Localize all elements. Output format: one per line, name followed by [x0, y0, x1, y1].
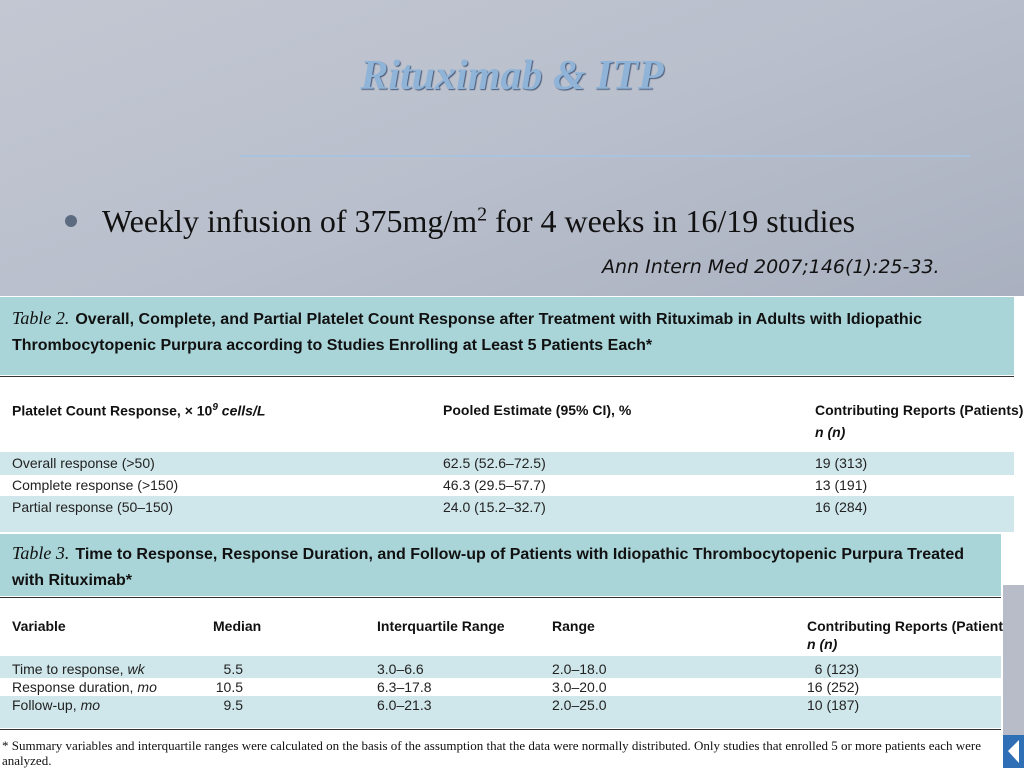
nav-arrow[interactable] [1003, 735, 1024, 768]
rule [0, 729, 1001, 730]
header-unit: cells/L [221, 402, 266, 419]
caption-text: Overall, Complete, and Partial Platelet … [12, 311, 923, 354]
row-label: Time to response, [12, 661, 124, 677]
table-cell: 9.5 [223, 697, 243, 713]
unit: mo [137, 679, 157, 695]
table-cell: Complete response (>150) [12, 477, 179, 493]
table-cell: Response duration, mo [12, 679, 157, 695]
column-header: n (n) [807, 636, 838, 652]
table-cell: 46.3 (29.5–57.7) [443, 477, 546, 493]
table-cell: Time to response, wk [12, 661, 145, 677]
bullet-text-part: Weekly infusion of 375mg/m [102, 203, 478, 239]
table-cell: 62.5 (52.6–72.5) [443, 455, 546, 471]
table-cell: 5.5 [223, 661, 243, 677]
table-cell: 16 (252) [807, 679, 860, 695]
rule [0, 597, 1001, 598]
table-cell: 6 (123) [814, 661, 859, 677]
table-cell: 13 (191) [815, 477, 868, 493]
table-cell: 6.0–21.3 [377, 697, 432, 713]
table-cell: 3.0–20.0 [552, 679, 607, 695]
column-header: Interquartile Range [377, 618, 505, 634]
superscript: 2 [477, 203, 488, 226]
unit: mo [80, 697, 101, 713]
footnote: * Summary variables and interquartile ra… [2, 738, 982, 768]
row-label: Response duration, [12, 679, 134, 695]
table-cell: Follow-up, mo [12, 697, 100, 713]
column-header: Range [552, 618, 595, 634]
table-cell: 3.0–6.6 [377, 661, 424, 677]
column-header: Variable [12, 618, 66, 634]
title-rule [240, 155, 970, 157]
table-label: Table 2. [12, 308, 70, 328]
row-stripe [0, 475, 1014, 496]
table-cell: 10 (187) [807, 697, 860, 713]
side-strip [1003, 585, 1024, 768]
table-cell: 2.0–25.0 [552, 697, 607, 713]
table-cell: Overall response (>50) [12, 455, 155, 471]
table-caption: Table 2. Overall, Complete, and Partial P… [0, 297, 1014, 375]
caption-text: Time to Response, Response Duration, and… [12, 546, 965, 589]
superscript: 9 [212, 402, 218, 413]
bullet-marker [65, 215, 77, 227]
table-cell: Partial response (50–150) [12, 499, 174, 515]
column-header: Contributing Reports (Patients), [815, 402, 1024, 418]
row-label: Follow-up, [12, 697, 77, 713]
table-caption: Table 3. Time to Response, Response Durat… [0, 534, 1001, 596]
table-cell: 6.3–17.8 [377, 679, 432, 695]
table-label: Table 3. [12, 543, 70, 563]
table-cell: 16 (284) [815, 499, 868, 515]
table-cell: 2.0–18.0 [552, 661, 607, 677]
unit: wk [127, 661, 145, 677]
column-header: Contributing Reports (Patients), [807, 618, 1020, 634]
header-text: Platelet Count Response, × 10 [12, 402, 213, 419]
rule [0, 376, 1014, 377]
slide-title: Rituximab & ITP [360, 53, 664, 99]
table-cell: 24.0 (15.2–32.7) [443, 499, 546, 515]
slide-header-background [0, 0, 1024, 296]
table-cell: 10.5 [215, 679, 243, 695]
column-header: Pooled Estimate (95% CI), % [443, 402, 632, 418]
bullet-text: Weekly infusion of 375mg/m2 for 4 weeks … [102, 198, 962, 244]
column-header: Median [213, 618, 262, 634]
bullet-text-part: for 4 weeks in 16/19 studies [495, 203, 856, 239]
column-header: Platelet Count Response, × 109 cells/L [12, 402, 265, 419]
citation: Ann Intern Med 2007;146(1):25-33. [602, 256, 940, 278]
row-stripe [0, 678, 1001, 696]
column-header: n (n) [815, 424, 846, 440]
table-cell: 19 (313) [815, 455, 868, 471]
